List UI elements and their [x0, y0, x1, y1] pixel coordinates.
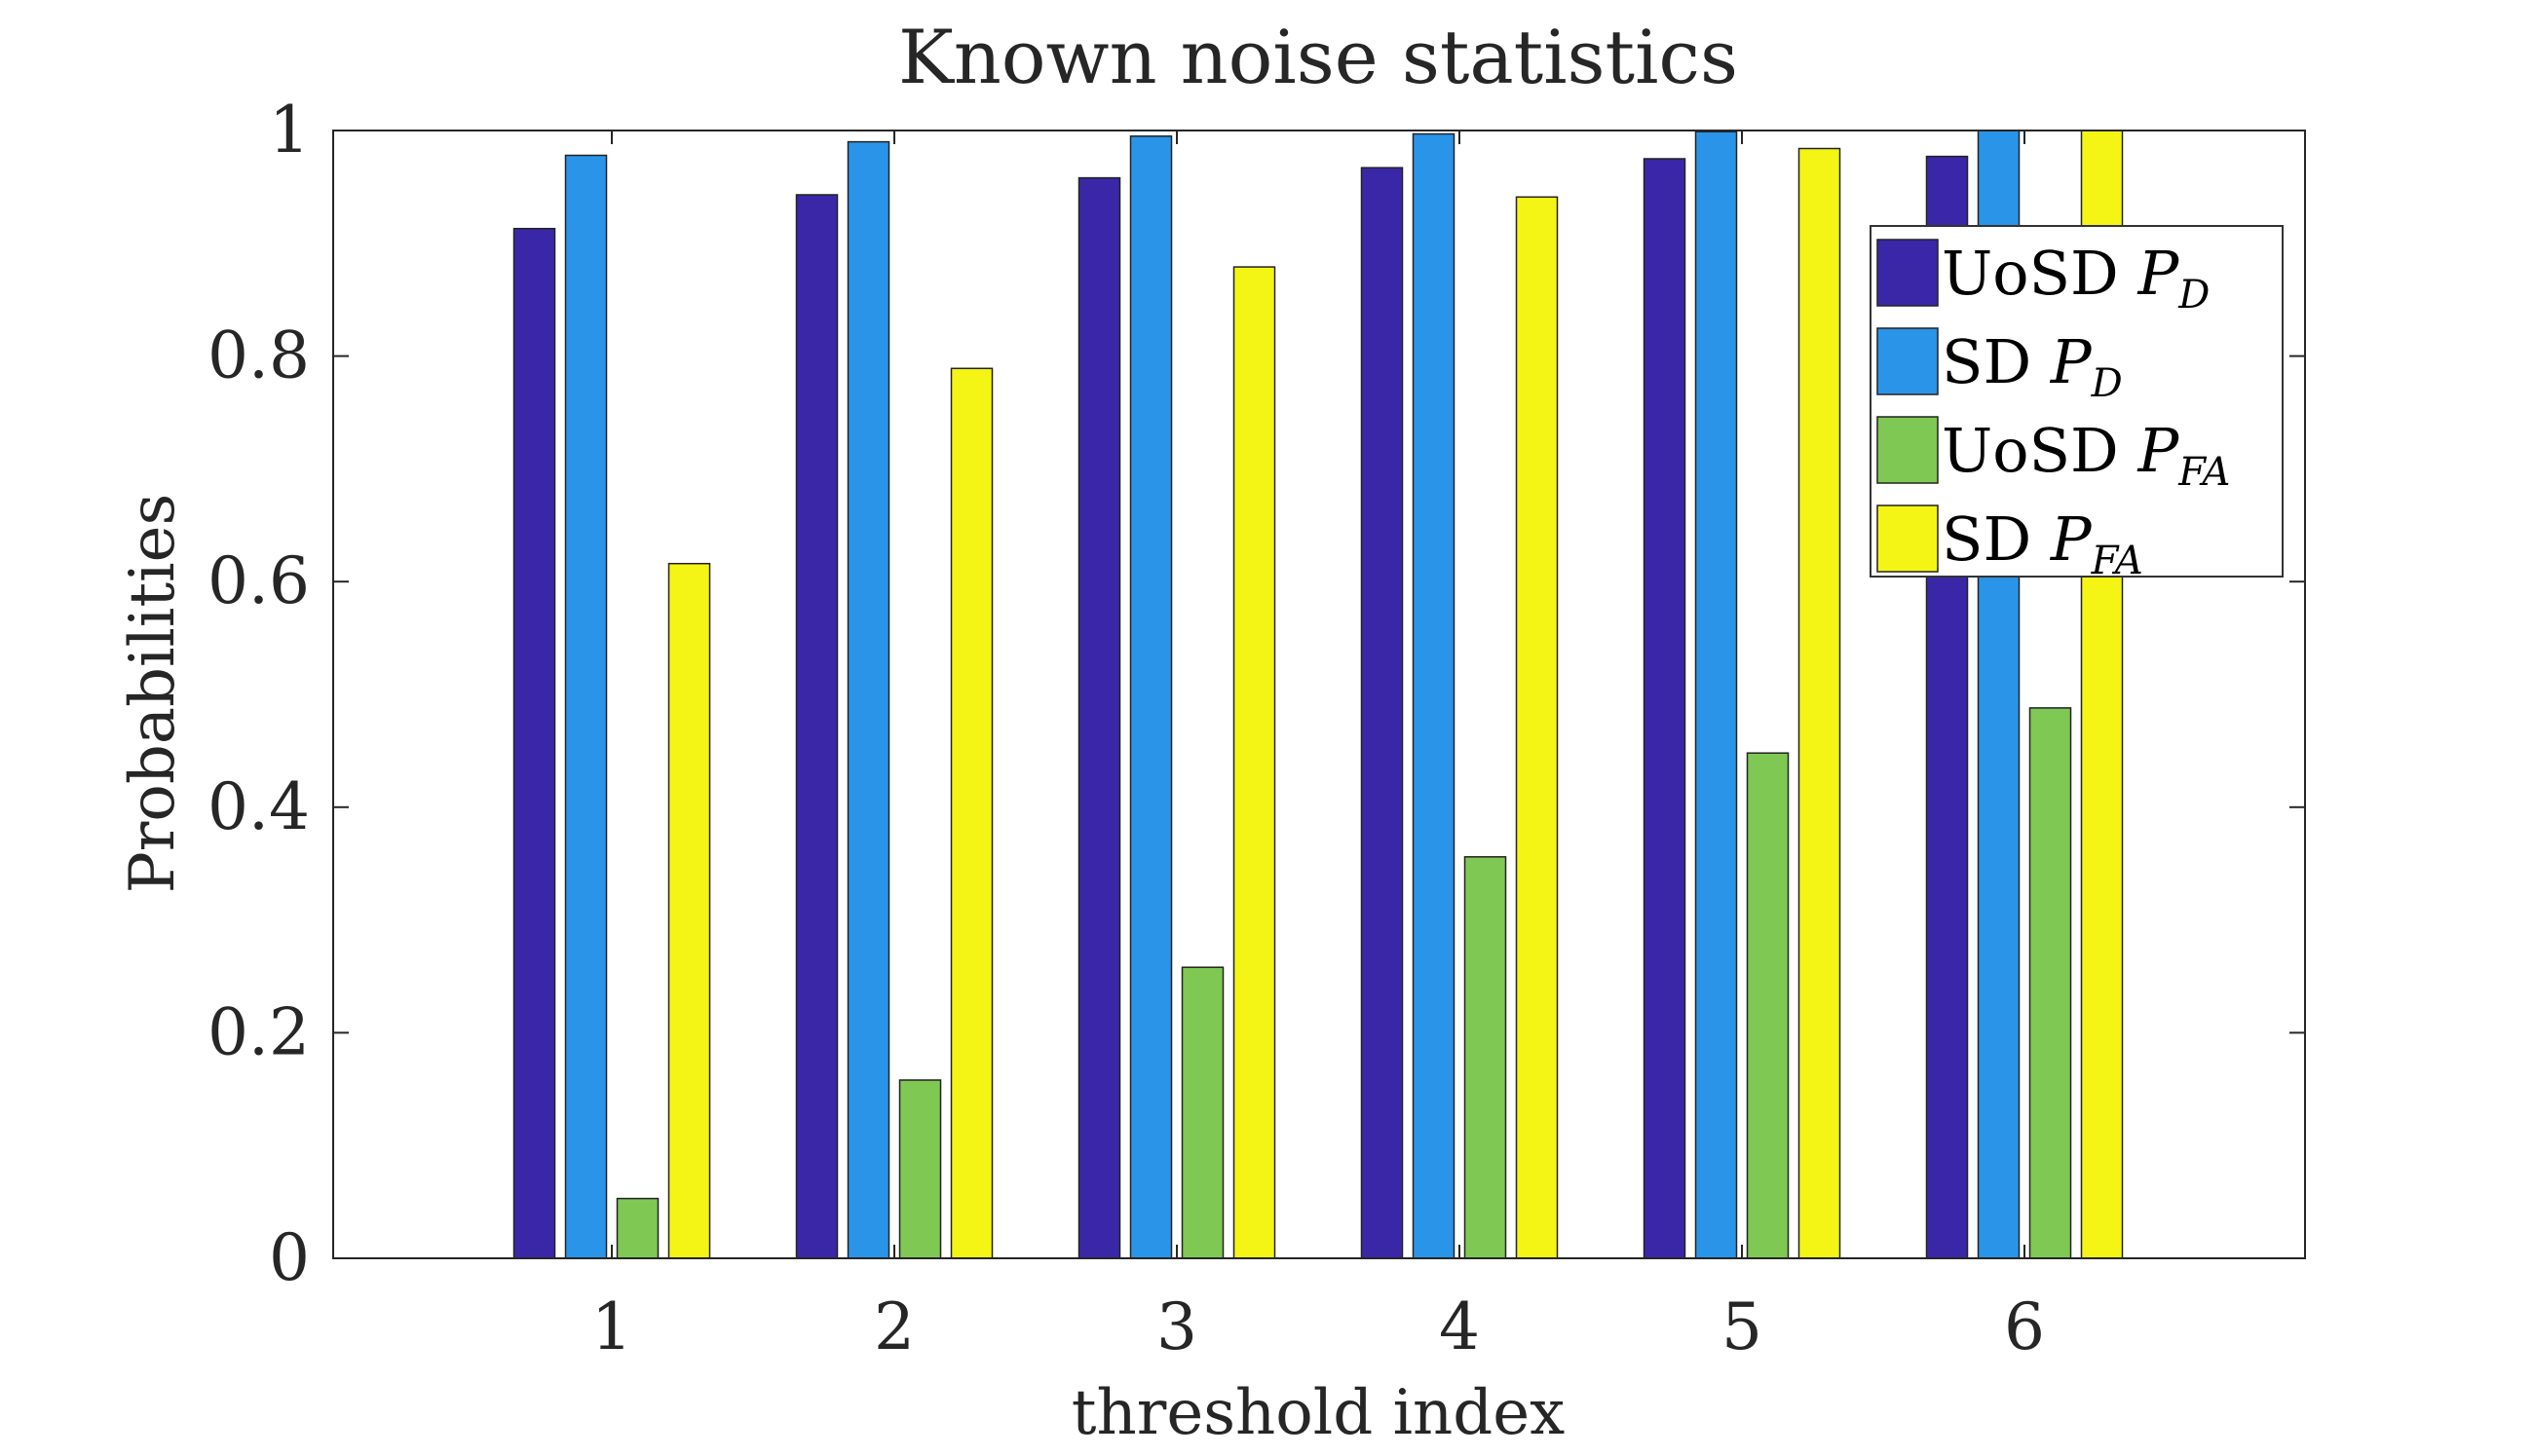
bar-series2-cat5 — [1694, 131, 1738, 1259]
bar-series3-cat1 — [616, 1197, 660, 1259]
y-axis-label: Probabilities — [117, 494, 189, 894]
legend-swatch-2 — [1876, 327, 1939, 395]
bar-series3-cat5 — [1746, 752, 1790, 1259]
x-axis-label: threshold index — [1072, 1377, 1565, 1449]
x-tick-label: 3 — [1156, 1289, 1197, 1364]
legend: UoSD PD SD PD UoSD PFA SD PFA — [1870, 225, 2284, 583]
x-tick-label: 1 — [591, 1289, 632, 1364]
x-ticks: 1 2 3 4 5 6 — [591, 131, 2045, 1364]
bar-series3-cat4 — [1463, 856, 1507, 1259]
bar-series4-cat2 — [950, 367, 994, 1259]
legend-label-1: UoSD PD — [1942, 238, 2210, 317]
legend-box — [1870, 225, 2284, 578]
y-tick-label: 0.8 — [208, 318, 310, 393]
bar-series1-cat4 — [1360, 167, 1404, 1259]
bar-series3-cat2 — [898, 1079, 942, 1259]
bar-series1-cat1 — [512, 227, 556, 1259]
bar-series1-cat2 — [795, 194, 839, 1259]
y-tick-label: 0.4 — [208, 769, 310, 844]
bar-series2-cat3 — [1129, 135, 1173, 1259]
bar-series4-cat4 — [1515, 196, 1559, 1259]
legend-swatch-1 — [1876, 239, 1939, 307]
chart-title: Known noise statistics — [898, 14, 1738, 100]
bar-series1-cat3 — [1077, 176, 1121, 1259]
legend-label-3: UoSD PFA — [1942, 415, 2230, 495]
y-ticks: 0 0.2 0.4 0.6 0.8 1 — [208, 93, 2305, 1295]
legend-label-2: SD PD — [1942, 326, 2123, 406]
y-tick-label: 0.2 — [208, 994, 310, 1069]
axes-layer — [332, 130, 2306, 1259]
plot-frame — [332, 130, 2306, 1259]
x-tick-label: 2 — [874, 1289, 915, 1364]
legend-label-4: SD PFA — [1942, 504, 2143, 583]
bar-series3-cat3 — [1181, 966, 1225, 1259]
legend-swatch-4 — [1876, 504, 1939, 573]
bars-layer — [512, 130, 2124, 1259]
bar-series1-cat5 — [1643, 158, 1686, 1259]
bar-series4-cat3 — [1232, 266, 1276, 1259]
bar-series4-cat1 — [667, 562, 711, 1259]
bar-series2-cat4 — [1412, 132, 1456, 1259]
bar-series3-cat6 — [2028, 707, 2072, 1259]
bar-series2-cat1 — [564, 154, 608, 1259]
x-tick-label: 4 — [1439, 1289, 1480, 1364]
x-tick-label: 6 — [2004, 1289, 2045, 1364]
y-tick-label: 0 — [269, 1220, 310, 1295]
x-tick-label: 5 — [1721, 1289, 1762, 1364]
bar-series4-cat5 — [1797, 147, 1841, 1259]
y-tick-label: 0.6 — [208, 543, 310, 618]
legend-swatch-3 — [1876, 416, 1939, 484]
bar-series2-cat2 — [847, 140, 890, 1259]
y-tick-label: 1 — [269, 93, 310, 168]
